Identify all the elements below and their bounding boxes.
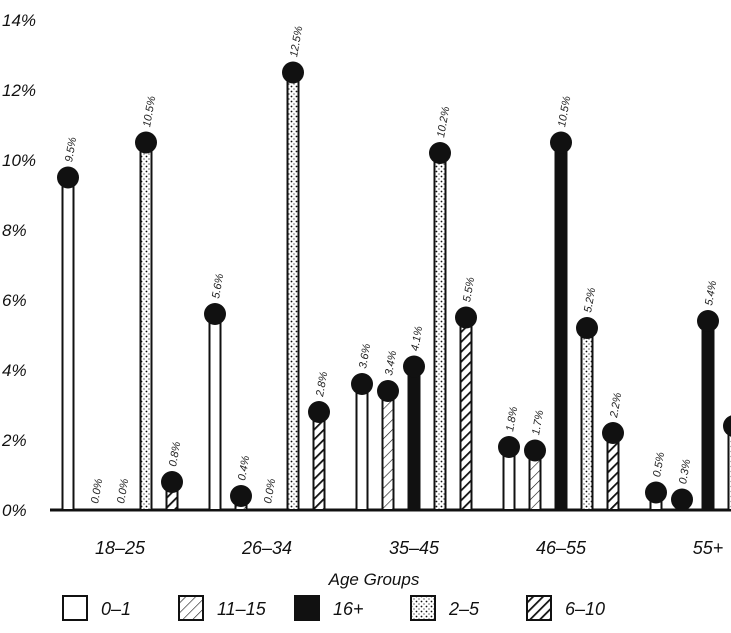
data-label: 10.5% — [556, 95, 573, 128]
x-axis: 18–25 26–34 35–45 46–55 55+ — [95, 538, 723, 558]
bar-cap-46-55-6-10 — [602, 422, 624, 444]
bar-cap-55-16 — [697, 310, 719, 332]
legend-swatch — [178, 595, 204, 621]
bar-cap-18-25-2-5 — [135, 131, 157, 154]
bar-cap-26-34-2-5 — [282, 61, 304, 84]
data-label: 5.6% — [210, 273, 226, 300]
category-label: 55+ — [693, 538, 724, 558]
data-label: 10.5% — [141, 95, 158, 128]
data-label: 3.4% — [383, 350, 399, 377]
data-label: 10.2% — [435, 106, 452, 139]
y-tick-label: 6% — [2, 291, 27, 310]
legend-swatch — [62, 595, 88, 621]
bar-55-16 — [701, 320, 715, 511]
y-tick-label: 4% — [2, 361, 27, 380]
legend-label: 11–15 — [217, 599, 267, 619]
legend-swatch — [526, 595, 552, 621]
bar-46-55-2-5 — [580, 327, 594, 511]
bar-26-34-2-5 — [286, 71, 300, 511]
data-label: 0.0% — [115, 478, 131, 505]
bar-35-45-0-1 — [355, 383, 369, 511]
bar-cap-35-45-0-1 — [351, 373, 373, 395]
legend-label: 0–1 — [101, 599, 131, 619]
bar-cap-55-11-15 — [671, 488, 693, 511]
legend-item-6-10: 6–10 — [526, 595, 605, 621]
category-label: 18–25 — [95, 538, 146, 558]
data-label: 2.8% — [314, 371, 330, 399]
data-label: 0.8% — [167, 441, 183, 468]
legend-swatch — [410, 595, 436, 621]
legend-item-11-15: 11–15 — [178, 595, 267, 621]
category-label: 35–45 — [389, 538, 440, 558]
y-tick-label: 10% — [2, 151, 36, 170]
data-label: 0.5% — [651, 451, 667, 478]
bar-cap-26-34-11-15 — [230, 485, 252, 507]
bar-cap-46-55-11-15 — [524, 439, 546, 462]
bar-cap-26-34-0-1 — [204, 303, 226, 325]
bar-55-2-5 — [727, 425, 731, 511]
legend-item-2-5: 2–5 — [410, 595, 480, 621]
legend-item-0-1: 0–1 — [62, 595, 131, 621]
y-tick-label: 2% — [1, 431, 27, 450]
legend-label: 6–10 — [565, 599, 605, 619]
legend-label: 16+ — [333, 599, 364, 619]
data-label: 5.2% — [582, 287, 598, 314]
data-label: 0.0% — [89, 478, 105, 505]
data-label: 12.5% — [288, 25, 305, 58]
legend-item-16: 16+ — [294, 595, 364, 621]
category-label: 26–34 — [241, 538, 292, 558]
y-tick-label: 12% — [2, 81, 36, 100]
bar-cap-55-2-5 — [723, 415, 731, 437]
bar-cap-18-25-0-1 — [57, 166, 79, 189]
data-label: 0.0% — [262, 478, 278, 505]
bar-35-45-6-10 — [459, 316, 473, 511]
data-label: 0.4% — [236, 455, 252, 482]
y-tick-label: 14% — [2, 11, 36, 30]
bar-cap-46-55-2-5 — [576, 317, 598, 339]
bar-cap-35-45-16 — [403, 355, 425, 378]
legend-label: 2–5 — [448, 599, 480, 619]
bar-26-34-6-10 — [312, 411, 326, 511]
data-label: 1.8% — [504, 406, 520, 433]
bar-cap-55-0-1 — [645, 481, 667, 504]
chart-bars: 9.5% 5.6% 3.6% 1.8% 0.5% 0.0% 0.4% 3.4% 1.7% 0.3%… — [57, 25, 731, 511]
data-label: 9.5% — [63, 136, 79, 163]
data-label: 3.6% — [357, 343, 373, 370]
bar-46-55-6-10 — [606, 432, 620, 511]
bar-35-45-16 — [407, 365, 421, 511]
bar-cap-18-25-6-10 — [161, 471, 183, 493]
data-label: 1.7% — [530, 409, 546, 436]
bar-cap-35-45-6-10 — [455, 306, 477, 329]
y-tick-label: 0% — [2, 501, 27, 520]
bar-35-45-2-5 — [433, 152, 447, 511]
bar-46-55-16 — [554, 141, 568, 511]
bar-18-25-0-1 — [61, 176, 75, 511]
bar-cap-26-34-6-10 — [308, 401, 330, 423]
data-label: 5.4% — [703, 280, 719, 307]
y-tick-label: 8% — [2, 221, 27, 240]
data-label: 5.5% — [461, 276, 477, 303]
bar-35-45-11-15 — [381, 390, 395, 511]
legend: 0–1 11–15 16+ 2–5 6–10 — [62, 595, 605, 621]
legend-swatch — [294, 595, 320, 621]
bar-cap-46-55-16 — [550, 131, 572, 154]
x-axis-label: Age Groups — [328, 570, 420, 589]
bar-18-25-2-5 — [139, 141, 153, 511]
data-label: 0.3% — [677, 458, 693, 485]
bar-cap-35-45-11-15 — [377, 380, 399, 402]
data-label: 2.2% — [608, 392, 624, 420]
category-label: 46–55 — [536, 538, 587, 558]
data-label: 4.1% — [409, 325, 425, 352]
bar-cap-46-55-0-1 — [498, 436, 520, 458]
bar-cap-35-45-2-5 — [429, 142, 451, 164]
bar-26-34-0-1 — [208, 313, 222, 511]
